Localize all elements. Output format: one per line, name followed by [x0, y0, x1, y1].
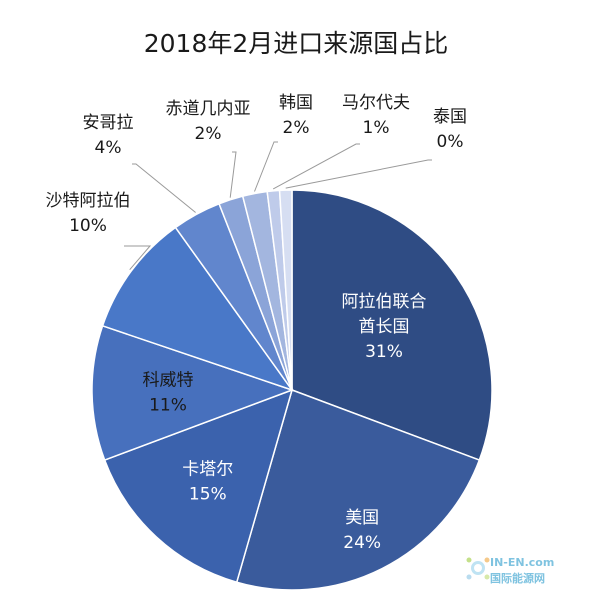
pie-slices — [91, 189, 493, 591]
watermark-line2: 国际能源网 — [490, 571, 545, 585]
slice-label-10: 泰国 0% — [433, 107, 467, 152]
slice-label-3: 卡塔尔 15% — [182, 460, 233, 505]
leader-line-7 — [229, 151, 237, 198]
slice-name-label: 阿拉伯联合 — [342, 292, 427, 312]
slice-4 — [91, 324, 295, 461]
slice-label-6: 安哥拉 4% — [83, 113, 134, 158]
leader-line-9 — [272, 143, 360, 190]
slice-value-label: 0% — [437, 132, 464, 152]
slice-1 — [291, 189, 493, 461]
slice-10 — [278, 189, 293, 391]
leader-line-5 — [124, 245, 152, 271]
slice-value-label: 31% — [365, 342, 403, 362]
slice-value-label: 1% — [363, 118, 390, 138]
slice-label-9: 马尔代夫 1% — [342, 93, 410, 138]
slice-label-8: 韩国 2% — [279, 93, 313, 138]
leader-line-10 — [285, 159, 432, 189]
watermark-sun-icon — [466, 557, 490, 580]
slice-2 — [235, 389, 481, 591]
slice-name-label: 马尔代夫 — [342, 93, 410, 113]
slice-name-label: 美国 — [345, 508, 379, 528]
slice-name-label: 韩国 — [279, 93, 313, 113]
slice-name-label: 赤道几内亚 — [166, 99, 251, 119]
slice-5 — [101, 226, 294, 392]
slice-value-label: 2% — [283, 118, 310, 138]
slice-label-4: 科威特 11% — [143, 370, 194, 415]
slice-value-label: 4% — [95, 138, 122, 158]
slice-3 — [103, 388, 294, 584]
chart-title: 2018年2月进口来源国占比 — [144, 29, 449, 58]
slice-name-label: 泰国 — [433, 107, 467, 127]
slice-value-label: 24% — [343, 533, 381, 553]
slice-label-5: 沙特阿拉伯 10% — [46, 191, 131, 236]
slice-label-2: 美国 24% — [343, 508, 381, 553]
leader-lines — [124, 141, 432, 271]
slice-label-7: 赤道几内亚 2% — [166, 99, 251, 144]
slice-name-label: 酋长国 — [359, 317, 410, 337]
slice-value-label: 10% — [69, 216, 107, 236]
slice-name-label: 科威特 — [143, 370, 194, 390]
leader-line-8 — [254, 141, 278, 192]
watermark-logo: IN-EN.com 国际能源网 — [466, 556, 554, 585]
slice-name-label: 卡塔尔 — [182, 460, 233, 480]
slice-name-label: 沙特阿拉伯 — [46, 191, 131, 211]
slice-value-label: 2% — [195, 124, 222, 144]
slice-name-label: 安哥拉 — [83, 113, 134, 133]
watermark-line1: IN-EN.com — [490, 556, 554, 569]
slice-value-label: 11% — [149, 395, 187, 415]
leader-line-6 — [132, 163, 196, 213]
slice-value-label: 15% — [189, 485, 227, 505]
